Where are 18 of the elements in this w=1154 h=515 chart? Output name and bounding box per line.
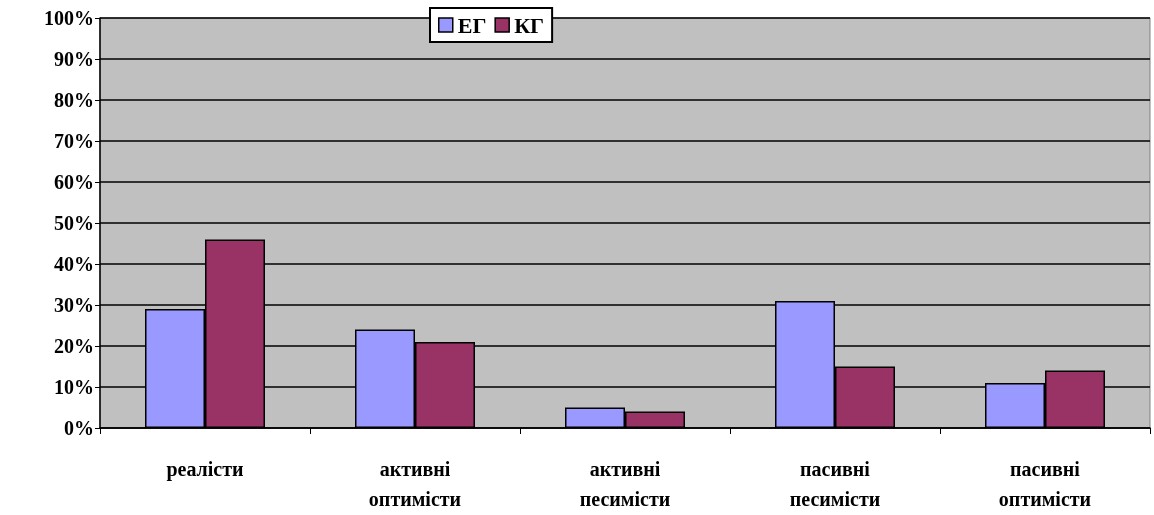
y-tick-label: 10% xyxy=(54,376,94,398)
y-tick-label: 60% xyxy=(54,171,94,193)
y-tick-label: 50% xyxy=(54,212,94,234)
x-tick-label: пасивні песимісти xyxy=(789,458,881,510)
y-tick-label: 40% xyxy=(54,253,94,275)
y-tick-label: 0% xyxy=(64,417,94,439)
y-tick-label: 70% xyxy=(54,130,94,152)
y-tick-label: 20% xyxy=(54,335,94,357)
y-tick-label: 100% xyxy=(44,7,94,29)
y-tick-label: 90% xyxy=(54,48,94,70)
y-tick-label: 30% xyxy=(54,294,94,316)
y-tick-label: 80% xyxy=(54,89,94,111)
x-tick-label: активні оптимісти xyxy=(368,458,462,510)
x-tick-label: активні песимісти xyxy=(579,458,671,510)
legend-label: КГ xyxy=(514,12,545,38)
legend-label: ЕГ xyxy=(457,12,487,38)
x-tick-label: пасивні оптимісти xyxy=(998,458,1092,510)
x-tick-label: реалісти xyxy=(166,458,244,481)
